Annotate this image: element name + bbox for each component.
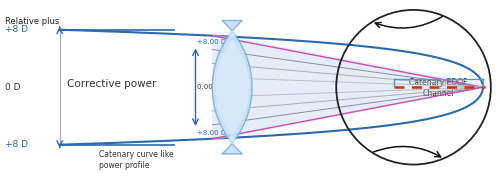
Text: Catenary curve like
power profile: Catenary curve like power profile xyxy=(100,150,174,171)
Text: +8.00 D: +8.00 D xyxy=(198,130,226,136)
Polygon shape xyxy=(212,21,252,154)
Text: Relative plus: Relative plus xyxy=(5,17,60,26)
Text: +8 D: +8 D xyxy=(5,140,28,149)
Text: 0.00 D: 0.00 D xyxy=(198,84,220,90)
Polygon shape xyxy=(216,30,249,144)
Polygon shape xyxy=(212,34,493,141)
Text: 0 D: 0 D xyxy=(5,83,20,92)
Text: Catenary EDOF
Channel: Catenary EDOF Channel xyxy=(409,78,468,98)
Text: +8 D: +8 D xyxy=(5,25,28,34)
Text: +8.00 D: +8.00 D xyxy=(198,39,226,45)
Text: Corrective power: Corrective power xyxy=(66,79,156,89)
